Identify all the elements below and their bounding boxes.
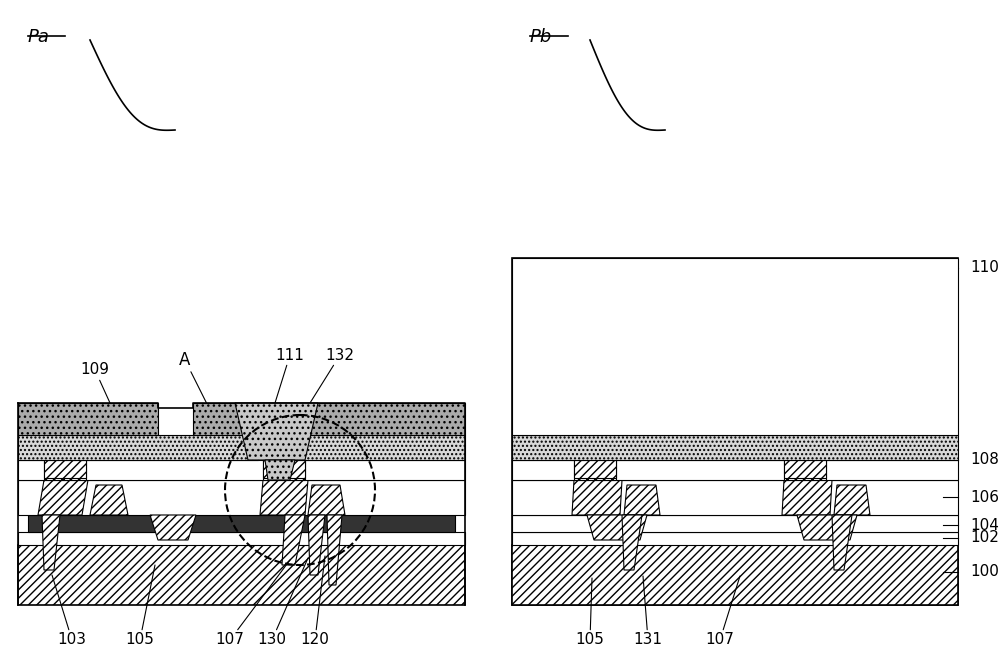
Bar [193,403,465,435]
Polygon shape [832,515,852,570]
Polygon shape [150,515,196,540]
Bar [18,545,465,605]
Bar [283,458,305,480]
Bar [574,460,616,478]
Text: 120: 120 [301,556,329,648]
Bar [512,258,958,605]
Polygon shape [38,480,88,515]
Polygon shape [834,485,870,515]
Bar [512,480,958,515]
Text: 102: 102 [970,531,999,545]
Bar [28,515,455,532]
Text: 110: 110 [970,261,999,275]
Polygon shape [282,515,305,565]
Polygon shape [622,515,642,570]
Text: 106: 106 [970,489,999,505]
Polygon shape [327,515,342,585]
Text: 131: 131 [634,576,662,648]
Text: 105: 105 [576,578,604,648]
Bar [574,458,594,480]
Bar [512,532,958,545]
Bar [18,480,465,515]
Bar [512,460,958,480]
Bar [512,545,958,605]
Text: 111: 111 [275,348,304,403]
Polygon shape [587,515,647,540]
Text: Pa: Pa [28,28,50,46]
Bar [512,258,958,435]
Bar [44,460,86,478]
Polygon shape [265,460,295,480]
Text: 107: 107 [216,560,290,648]
Text: 103: 103 [52,575,87,648]
Polygon shape [42,515,60,570]
Bar [512,435,958,460]
Text: 108: 108 [970,452,999,467]
Polygon shape [260,480,308,515]
Bar [512,515,958,532]
Bar [286,435,465,460]
Polygon shape [797,515,857,540]
Polygon shape [572,480,622,515]
Text: A: A [179,351,230,450]
Text: 105: 105 [126,565,155,648]
Text: 130: 130 [258,558,308,648]
Bar [263,458,283,480]
Text: Pb: Pb [530,28,552,46]
Text: 109: 109 [80,362,130,447]
Bar [784,460,826,478]
Bar [64,458,86,480]
Text: 132: 132 [310,348,354,403]
Bar [18,435,258,460]
Bar [18,403,158,435]
Polygon shape [90,485,128,515]
Polygon shape [308,515,325,575]
Text: 104: 104 [970,517,999,533]
Bar [44,458,64,480]
Polygon shape [235,403,318,460]
Bar [263,460,305,478]
Text: 100: 100 [970,565,999,579]
Bar [18,532,465,545]
Polygon shape [624,485,660,515]
Text: 107: 107 [706,576,740,648]
Bar [784,458,804,480]
Polygon shape [308,485,345,515]
Polygon shape [782,480,832,515]
Bar [594,458,616,480]
Bar [804,458,826,480]
Bar [18,460,465,480]
